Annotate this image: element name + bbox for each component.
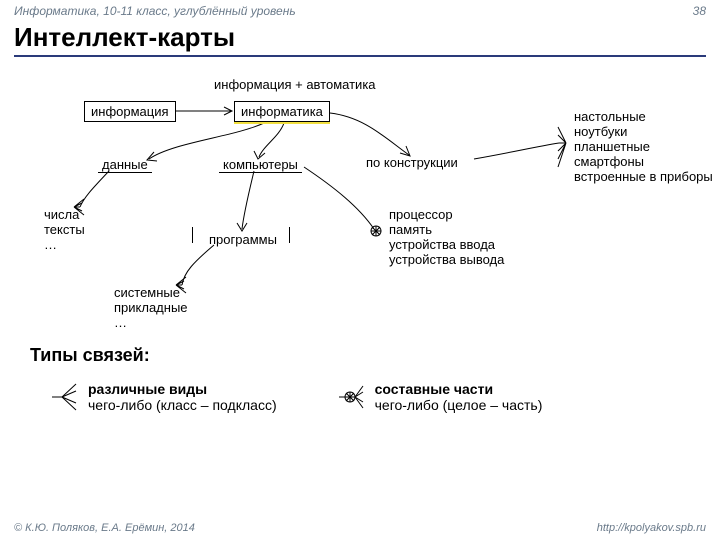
node-in-dev: устройства ввода bbox=[389, 237, 495, 252]
node-dots2: … bbox=[114, 315, 127, 330]
vbar-1 bbox=[192, 227, 193, 243]
node-data: данные bbox=[98, 157, 152, 173]
node-out-dev: устройства вывода bbox=[389, 252, 504, 267]
node-memory: память bbox=[389, 222, 432, 237]
node-processor: процессор bbox=[389, 207, 453, 222]
label-top: информация + автоматика bbox=[214, 77, 376, 92]
branch-icon bbox=[50, 380, 78, 414]
composite-icon bbox=[337, 380, 365, 414]
footer-left: © К.Ю. Поляков, Е.А. Ерёмин, 2014 bbox=[14, 522, 195, 534]
vbar-2 bbox=[289, 227, 290, 243]
node-informatics: информатика bbox=[234, 101, 330, 122]
node-info: информация bbox=[84, 101, 176, 122]
footer: © К.Ю. Поляков, Е.А. Ерёмин, 2014 http:/… bbox=[14, 522, 706, 534]
header: Информатика, 10-11 класс, углублённый ур… bbox=[0, 0, 720, 20]
node-embedded: встроенные в приборы bbox=[574, 169, 713, 184]
node-tablet: планшетные bbox=[574, 139, 650, 154]
legend-left-text: различные виды чего-либо (класс – подкла… bbox=[88, 381, 277, 413]
node-programs: программы bbox=[209, 232, 277, 247]
node-computers: компьютеры bbox=[219, 157, 302, 173]
legend-item-parts: составные части чего-либо (целое – часть… bbox=[337, 380, 543, 414]
header-left: Информатика, 10-11 класс, углублённый ур… bbox=[14, 4, 296, 18]
legend-left-title: различные виды bbox=[88, 381, 207, 397]
section-title: Типы связей: bbox=[0, 337, 720, 366]
node-system: системные bbox=[114, 285, 180, 300]
footer-right: http://kpolyakov.spb.ru bbox=[597, 522, 706, 534]
page-title: Интеллект-карты bbox=[0, 20, 720, 53]
node-dots1: … bbox=[44, 237, 57, 252]
legend-right-sub: чего-либо (целое – часть) bbox=[375, 397, 543, 413]
node-by-construction: по конструкции bbox=[366, 155, 458, 170]
legend: различные виды чего-либо (класс – подкла… bbox=[0, 366, 720, 414]
legend-left-sub: чего-либо (класс – подкласс) bbox=[88, 397, 277, 413]
legend-right-text: составные части чего-либо (целое – часть… bbox=[375, 381, 543, 413]
legend-right-title: составные части bbox=[375, 381, 493, 397]
mindmap-diagram: информация + автоматика информация инфор… bbox=[14, 57, 706, 337]
header-right: 38 bbox=[693, 4, 706, 18]
legend-item-kinds: различные виды чего-либо (класс – подкла… bbox=[50, 380, 277, 414]
node-numbers: числа bbox=[44, 207, 79, 222]
node-smart: смартфоны bbox=[574, 154, 644, 169]
node-desktop: настольные bbox=[574, 109, 646, 124]
node-texts: тексты bbox=[44, 222, 85, 237]
node-laptop: ноутбуки bbox=[574, 124, 627, 139]
node-applied: прикладные bbox=[114, 300, 188, 315]
